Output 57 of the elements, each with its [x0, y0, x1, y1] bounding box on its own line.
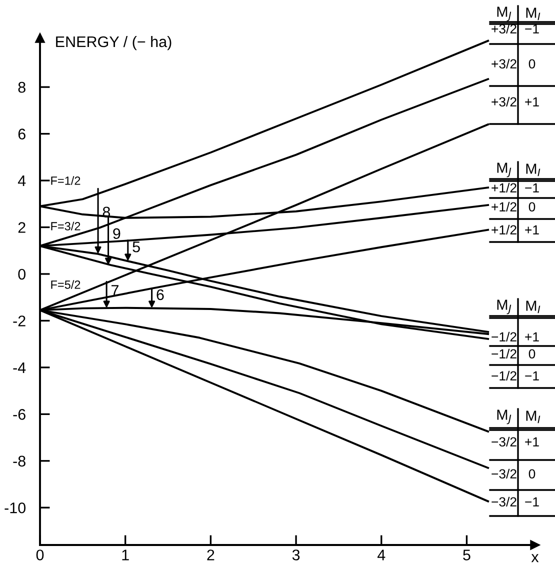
y-tick-label: -4 — [13, 362, 26, 373]
annotation: −3/2 — [492, 468, 516, 479]
x-tick-label: 1 — [122, 550, 129, 560]
annotation: 0 — [528, 59, 536, 69]
text: M$_{I}$ — [526, 8, 540, 20]
annotation: −1 — [525, 497, 539, 506]
annotation: +1 — [525, 97, 539, 106]
annotation: −1 — [525, 183, 539, 192]
annotation: +1 — [525, 437, 539, 446]
annotation: M$_{I}$ — [526, 164, 540, 176]
annotation: −3/2 — [492, 436, 516, 447]
annotation: −1/2 — [492, 332, 516, 342]
annotation: +1 — [525, 225, 539, 234]
annotation: +1/2 — [492, 224, 516, 235]
annotation: +3/2 — [492, 58, 516, 69]
y-tick-label: 2 — [18, 222, 26, 233]
annotation: +1/2 — [492, 182, 516, 193]
annotation: 0 — [528, 202, 536, 212]
x-tick-label: 2 — [207, 550, 214, 560]
y-tick-label: 8 — [18, 82, 26, 93]
annotation: +1 — [525, 332, 539, 342]
text: +3/2 — [492, 24, 516, 34]
annotation: 5 — [132, 242, 140, 252]
annotation: M$_{J}$ — [497, 300, 512, 314]
annotation: −1/2 — [492, 370, 516, 381]
annotation: F=5/2 — [51, 280, 80, 289]
x-tick-label: 5 — [463, 550, 470, 560]
annotation: M$_{J}$ — [497, 410, 512, 424]
y-tick-label: -2 — [13, 316, 26, 326]
text: −1 — [525, 24, 539, 34]
y-axis-title: ENERGY / (− ha) — [56, 36, 172, 50]
annotation: M$_{I}$ — [526, 300, 540, 314]
annotation: F=1/2 — [51, 176, 80, 185]
annotation: 0 — [528, 349, 536, 359]
y-tick-label: 0 — [18, 268, 26, 280]
annotation: M$_{J}$ — [497, 162, 512, 178]
x-tick-label: 3 — [292, 550, 300, 560]
annotation: +3/2 — [492, 96, 516, 107]
x-axis-title: x — [531, 554, 539, 562]
text: M$_{J}$ — [497, 6, 512, 22]
y-tick-label: 4 — [18, 176, 26, 186]
annotation: 6 — [156, 289, 164, 300]
annotation: 7 — [112, 285, 118, 296]
annotation: −1 — [525, 371, 539, 380]
y-tick-label: 6 — [18, 128, 26, 140]
annotation: −1/2 — [492, 348, 516, 359]
annotation: F=3/2 — [51, 222, 80, 230]
annotation: 9 — [113, 228, 120, 240]
y-tick-label: -10 — [4, 502, 26, 514]
annotation: M$_{I}$ — [526, 410, 540, 424]
x-tick-label: 0 — [36, 550, 44, 560]
x-tick-label: 4 — [377, 550, 386, 560]
annotation: 0 — [528, 469, 536, 479]
annotation: −3/2 — [492, 496, 516, 507]
y-tick-label: -6 — [13, 409, 26, 420]
annotation: +1/2 — [492, 202, 516, 212]
y-tick-label: -8 — [13, 456, 26, 467]
